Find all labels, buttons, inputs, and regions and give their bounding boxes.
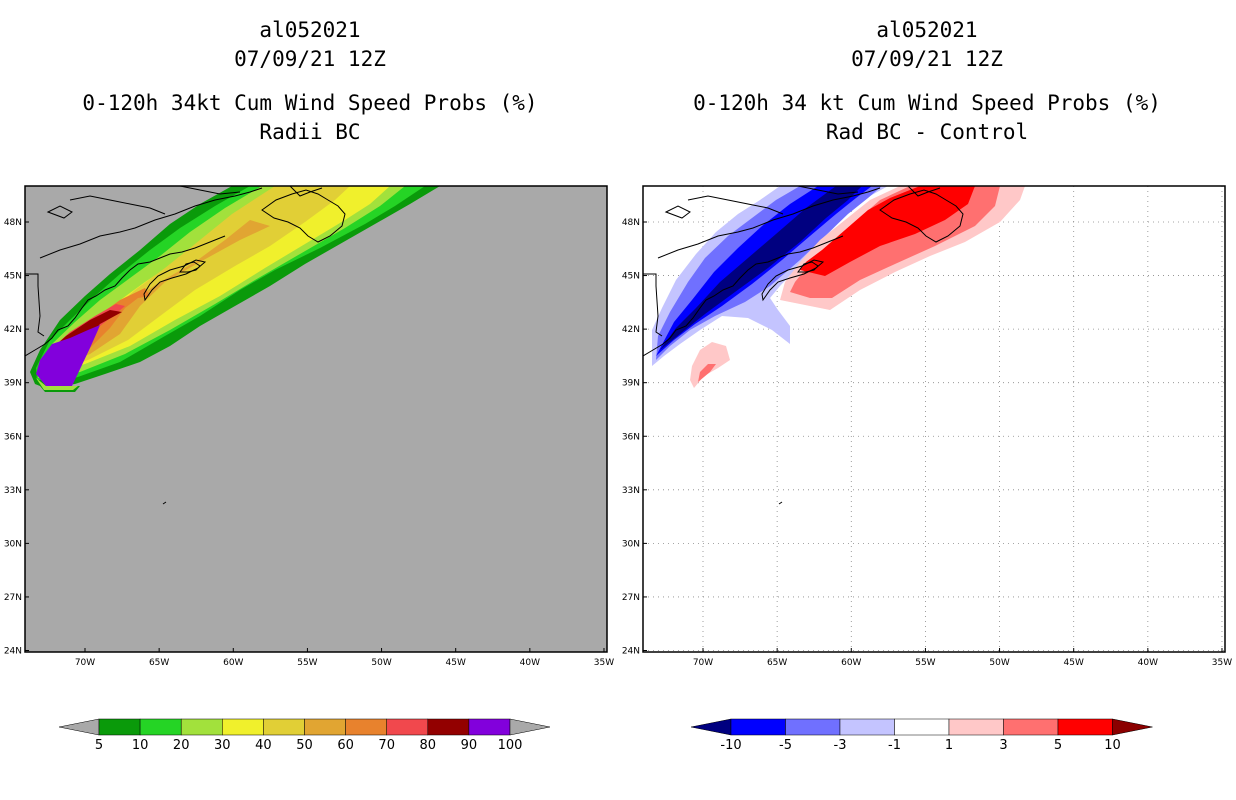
lat-label: 45N [622,272,640,282]
lat-label: 42N [4,325,22,335]
colorbar-segment [427,718,470,736]
colorbar-label: 90 [461,738,478,753]
colorbar-label: 80 [420,738,437,753]
lat-label: 30N [4,539,22,549]
colorbar-segment [98,718,141,736]
lon-label: 50W [371,658,391,668]
colorbar-segment [785,718,841,736]
colorbar-label: 3 [999,738,1007,753]
lat-label: 27N [622,593,640,603]
lat-label: 48N [4,218,22,228]
right-subtitle: Rad BC - Control [825,120,1029,144]
colorbar-label: -1 [888,738,901,753]
left-map-frame [24,185,608,653]
lat-label: 36N [622,432,640,442]
colorbar-segment [263,718,305,736]
left-probability-swath [25,186,440,505]
lon-label: 40W [1138,658,1158,668]
colorbar-label: 70 [378,738,395,753]
lat-label: 36N [4,432,22,442]
lat-label: 33N [4,486,22,496]
colorbar-high-arrow [509,718,551,736]
right-colorbar: -10 -5 -3 -1 1 3 5 10 [690,718,1153,753]
left-colorbar: 5 10 20 30 40 50 60 70 80 90 100 [58,718,551,753]
left-lat-labels: 48N 45N 42N 39N 36N 33N 30N 27N 24N [4,218,29,657]
lon-label: 45W [446,658,466,668]
colorbar-label: 30 [214,738,231,753]
right-product-title: 0-120h 34 kt Cum Wind Speed Probs (%) [693,91,1161,115]
colorbar-segment [345,718,387,736]
colorbar-label: 5 [1054,738,1062,753]
right-difference-field [643,186,1025,505]
colorbar-label: 20 [173,738,190,753]
lat-label: 24N [622,647,640,657]
lon-label: 40W [520,658,540,668]
right-map: 48N 45N 42N 39N 36N 33N 30N 27N 24N 70W 65W 60W 55W… [622,185,1232,668]
colorbar-high-arrow [1112,718,1153,736]
colorbar-low-arrow [690,718,732,736]
colorbar-label: -3 [834,738,847,753]
colorbar-segment [1057,718,1113,736]
colorbar-segment [386,718,429,736]
lat-label: 45N [4,272,22,282]
lon-label: 55W [915,658,935,668]
colorbar-segment [948,718,1004,736]
left-coastlines [25,186,346,505]
lon-label: 65W [767,658,787,668]
lon-label: 70W [75,658,95,668]
colorbar-label: 100 [498,738,523,753]
right-coastlines [643,186,964,505]
lon-label: 35W [594,658,614,668]
colorbar-segment [894,718,950,736]
colorbar-label: 10 [132,738,149,753]
lon-label: 35W [1212,658,1232,668]
right-lat-labels: 48N 45N 42N 39N 36N 33N 30N 27N 24N [622,218,647,657]
lon-label: 60W [223,658,243,668]
lon-label: 60W [841,658,861,668]
colorbar-label: 60 [337,738,354,753]
left-map: 48N 45N 42N 39N 36N 33N 30N 27N 24N 70W 65W 60W 55W… [4,185,614,668]
colorbar-label: 10 [1104,738,1121,753]
left-datetime: 07/09/21 12Z [234,47,386,71]
colorbar-segment [1003,718,1059,736]
lon-label: 50W [989,658,1009,668]
lat-label: 48N [622,218,640,228]
right-storm-id: al052021 [876,18,978,42]
lon-label: 70W [693,658,713,668]
colorbar-segment [304,718,346,736]
lat-label: 39N [4,379,22,389]
right-lon-labels: 70W 65W 60W 55W 50W 45W 40W 35W [693,648,1232,668]
lon-label: 65W [149,658,169,668]
lat-label: 33N [622,486,640,496]
colorbar-segment [180,718,223,736]
left-storm-id: al052021 [259,18,361,42]
left-map-background [25,186,607,652]
colorbar-label: -5 [779,738,792,753]
colorbar-low-arrow [58,718,100,736]
colorbar-segment [468,718,511,736]
right-datetime: 07/09/21 12Z [851,47,1003,71]
lat-label: 39N [622,379,640,389]
lat-label: 30N [622,539,640,549]
left-subtitle: Radii BC [259,120,361,144]
left-lon-labels: 70W 65W 60W 55W 50W 45W 40W 35W [75,648,614,668]
colorbar-label: 50 [296,738,313,753]
lat-label: 42N [622,325,640,335]
colorbar-segment [222,718,264,736]
colorbar-label: -10 [720,738,741,753]
colorbar-label: 5 [95,738,103,753]
left-product-title: 0-120h 34kt Cum Wind Speed Probs (%) [82,91,538,115]
colorbar-segment [839,718,895,736]
lat-label: 24N [4,647,22,657]
colorbar-label: 40 [255,738,272,753]
lon-label: 45W [1064,658,1084,668]
right-map-frame [642,185,1226,653]
colorbar-segment [139,718,182,736]
colorbar-label: 1 [945,738,953,753]
lon-label: 55W [297,658,317,668]
colorbar-segment [730,718,786,736]
lat-label: 27N [4,593,22,603]
